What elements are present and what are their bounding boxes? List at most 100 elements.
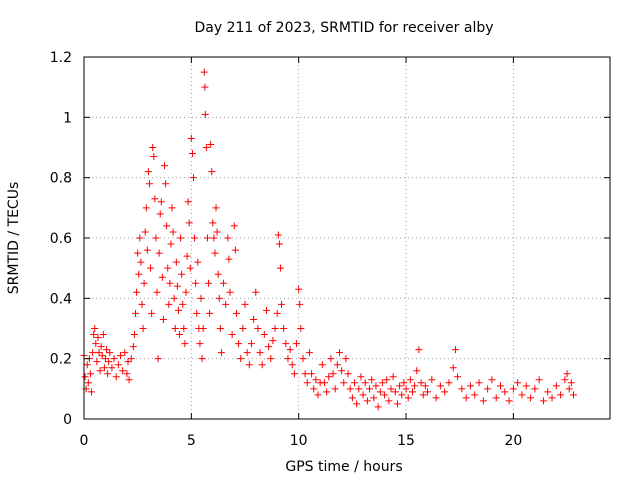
data-point bbox=[535, 376, 543, 384]
data-point bbox=[112, 373, 120, 381]
x-axis-label: GPS time / hours bbox=[285, 459, 402, 475]
y-axis: 0 0.2 0.4 0.6 0.8 1 1.2 bbox=[50, 50, 610, 428]
data-point bbox=[527, 394, 535, 402]
data-point bbox=[94, 334, 102, 342]
data-point bbox=[505, 397, 513, 405]
data-point bbox=[245, 361, 253, 369]
data-point bbox=[567, 379, 575, 387]
data-point bbox=[142, 204, 150, 212]
x-tick-label: 20 bbox=[504, 433, 522, 449]
data-point bbox=[241, 300, 249, 308]
data-point bbox=[488, 376, 496, 384]
data-point bbox=[235, 340, 243, 348]
data-point bbox=[497, 382, 505, 390]
data-point bbox=[265, 343, 273, 351]
data-point bbox=[182, 288, 190, 296]
data-point bbox=[451, 346, 459, 354]
data-point bbox=[84, 379, 92, 387]
data-point bbox=[196, 340, 204, 348]
data-point bbox=[178, 270, 186, 278]
data-point bbox=[237, 355, 245, 363]
data-point bbox=[378, 379, 386, 387]
data-point bbox=[151, 195, 159, 203]
data-point bbox=[213, 228, 221, 236]
data-point bbox=[404, 394, 412, 402]
data-point bbox=[260, 331, 268, 339]
data-point bbox=[243, 349, 251, 357]
data-point bbox=[201, 110, 209, 118]
data-point bbox=[325, 373, 333, 381]
data-point bbox=[157, 198, 165, 206]
data-point bbox=[88, 388, 96, 396]
data-point bbox=[344, 370, 352, 378]
data-point bbox=[199, 325, 207, 332]
data-point bbox=[346, 385, 354, 393]
data-point bbox=[98, 352, 106, 360]
data-point bbox=[376, 388, 384, 396]
data-point bbox=[150, 153, 158, 161]
data-point bbox=[127, 355, 135, 363]
data-point bbox=[331, 385, 339, 393]
data-point bbox=[108, 364, 116, 372]
data-point bbox=[110, 355, 118, 363]
data-point bbox=[252, 288, 260, 296]
data-point bbox=[297, 325, 305, 332]
data-point bbox=[103, 346, 111, 354]
data-point bbox=[209, 219, 217, 227]
data-point bbox=[105, 358, 113, 366]
data-point bbox=[197, 294, 205, 302]
data-point bbox=[466, 382, 474, 390]
data-point bbox=[215, 294, 223, 302]
data-point bbox=[522, 382, 530, 390]
data-point bbox=[165, 300, 173, 308]
data-point bbox=[396, 382, 404, 390]
data-point bbox=[89, 349, 97, 357]
data-point bbox=[359, 391, 367, 399]
data-point bbox=[149, 144, 157, 151]
data-point bbox=[421, 382, 429, 390]
data-point bbox=[340, 379, 348, 387]
data-point bbox=[124, 358, 132, 366]
data-point bbox=[363, 397, 371, 405]
data-point bbox=[231, 246, 239, 254]
y-tick-label: 0.6 bbox=[50, 231, 72, 247]
data-point bbox=[301, 370, 309, 378]
data-point bbox=[91, 325, 99, 332]
data-point bbox=[501, 388, 509, 396]
data-point bbox=[224, 234, 232, 242]
data-point bbox=[408, 388, 416, 396]
data-point bbox=[411, 382, 419, 390]
data-point bbox=[207, 140, 215, 148]
data-point bbox=[116, 352, 124, 360]
data-point bbox=[278, 300, 286, 308]
data-point bbox=[570, 391, 578, 399]
data-point bbox=[201, 83, 209, 91]
data-point bbox=[187, 134, 195, 142]
data-point bbox=[295, 285, 303, 293]
data-point bbox=[144, 168, 152, 176]
data-point bbox=[81, 373, 89, 381]
data-point bbox=[99, 331, 107, 339]
data-point bbox=[152, 234, 160, 242]
data-point bbox=[338, 367, 346, 375]
data-point bbox=[258, 361, 266, 369]
y-tick-label: 1 bbox=[63, 110, 72, 126]
data-point bbox=[381, 391, 389, 399]
data-point bbox=[220, 279, 228, 287]
y-tick-label: 0.8 bbox=[50, 171, 72, 187]
data-point bbox=[391, 388, 399, 396]
data-point bbox=[398, 391, 406, 399]
data-point bbox=[90, 331, 98, 339]
data-point bbox=[484, 385, 492, 393]
data-point bbox=[97, 343, 105, 351]
data-point bbox=[173, 282, 181, 290]
data-point bbox=[167, 240, 175, 248]
data-point bbox=[415, 346, 423, 354]
data-point bbox=[202, 144, 210, 151]
data-point bbox=[323, 388, 331, 396]
data-point bbox=[206, 309, 214, 317]
data-point bbox=[228, 331, 236, 339]
x-axis: 0 5 10 15 20 bbox=[80, 57, 522, 449]
data-point bbox=[159, 315, 167, 323]
data-point bbox=[372, 382, 380, 390]
